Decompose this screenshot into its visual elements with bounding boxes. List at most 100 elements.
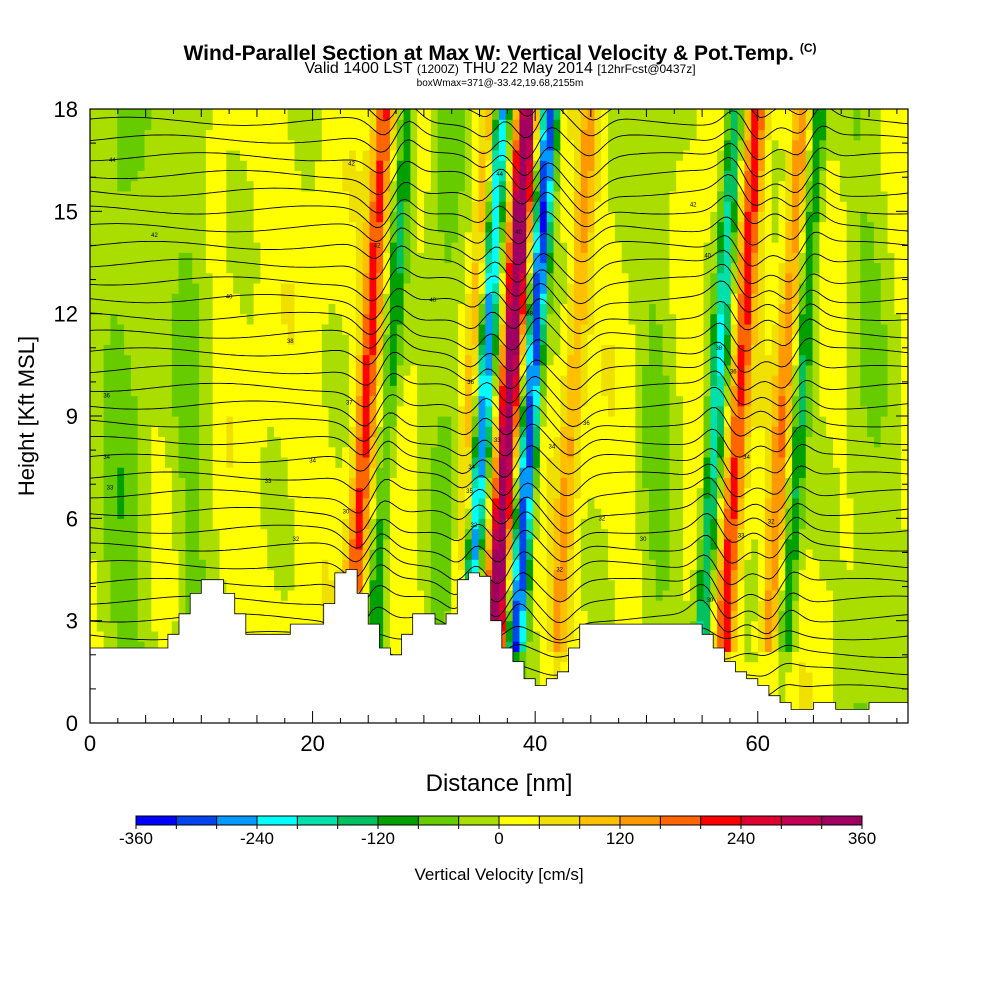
field-cell (526, 538, 534, 550)
field-cell (478, 170, 486, 182)
field-cell (294, 119, 302, 131)
field-cell (410, 313, 418, 325)
field-cell (580, 375, 589, 386)
field-cell (485, 518, 493, 530)
field-cell (601, 600, 609, 612)
field-cell (185, 201, 193, 212)
field-cell (628, 395, 636, 407)
field-cell (546, 661, 555, 673)
field-cell (233, 293, 241, 305)
field-cell (171, 344, 180, 356)
field-cell (280, 272, 289, 284)
field-cell (430, 395, 439, 407)
field-cell (267, 416, 275, 427)
field-cell (539, 487, 548, 499)
field-cell (587, 426, 596, 438)
field-cell (505, 109, 514, 120)
field-cell (499, 303, 507, 315)
field-cell (328, 129, 336, 141)
field-cell (437, 303, 446, 315)
field-cell (383, 456, 391, 468)
field-cell (124, 630, 132, 642)
field-cell (342, 487, 350, 499)
field-cell (539, 190, 548, 202)
field-cell (144, 477, 152, 489)
field-cell (267, 549, 275, 560)
field-cell (567, 579, 575, 591)
field-cell (212, 416, 221, 427)
field-cell (362, 395, 371, 407)
field-cell (464, 149, 473, 161)
field-cell (185, 282, 193, 294)
field-cell (110, 610, 118, 622)
field-cell (451, 303, 459, 315)
field-cell (512, 549, 521, 560)
field-cell (621, 559, 630, 571)
field-cell (226, 303, 234, 315)
field-cell (219, 405, 227, 417)
field-cell (96, 211, 105, 223)
field-cell (137, 364, 146, 376)
field-cell (587, 364, 596, 376)
field-cell (458, 436, 466, 448)
field-cell (621, 252, 630, 264)
field-cell (635, 446, 643, 458)
field-cell (587, 282, 596, 294)
field-cell (601, 467, 609, 478)
field-cell (355, 109, 364, 120)
field-cell (219, 160, 227, 171)
field-cell (396, 149, 405, 161)
field-cell (424, 160, 432, 171)
field-cell (635, 569, 643, 581)
field-cell (560, 436, 568, 448)
field-cell (321, 252, 330, 264)
field-cell (144, 630, 152, 642)
field-cell (349, 170, 357, 182)
field-cell (424, 405, 432, 417)
field-cell (417, 364, 425, 376)
field-cell (280, 170, 289, 182)
field-cell (608, 600, 616, 612)
field-cell (464, 518, 473, 530)
field-cell (389, 354, 398, 366)
field-cell (539, 262, 548, 274)
field-cell (444, 477, 452, 489)
field-cell (130, 610, 139, 622)
field-cell (233, 221, 241, 233)
field-cell (444, 160, 452, 171)
field-cell (526, 446, 534, 458)
field-cell (424, 211, 432, 223)
field-cell (308, 190, 316, 202)
field-cell (499, 160, 507, 171)
field-cell (383, 160, 391, 171)
field-cell (192, 221, 200, 233)
field-cell (539, 293, 548, 305)
field-cell (267, 190, 275, 202)
field-cell (519, 456, 527, 468)
field-cell (260, 149, 268, 161)
field-cell (451, 589, 459, 601)
field-cell (349, 416, 357, 427)
field-cell (485, 180, 493, 192)
field-cell (301, 549, 309, 560)
field-cell (417, 569, 425, 581)
field-cell (437, 119, 446, 131)
field-cell (199, 313, 207, 325)
field-cell (614, 538, 623, 550)
field-cell (96, 405, 105, 417)
field-cell (424, 282, 432, 294)
field-cell (546, 538, 555, 550)
field-cell (151, 262, 159, 274)
field-cell (239, 323, 248, 335)
field-cell (103, 600, 112, 612)
field-cell (389, 262, 398, 274)
field-cell (546, 180, 555, 192)
field-cell (246, 221, 255, 233)
field-cell (614, 405, 623, 417)
field-cell (110, 477, 118, 489)
field-cell (430, 364, 439, 376)
field-cell (110, 436, 118, 448)
field-cell (614, 508, 623, 519)
field-cell (458, 160, 466, 171)
field-cell (594, 385, 602, 397)
